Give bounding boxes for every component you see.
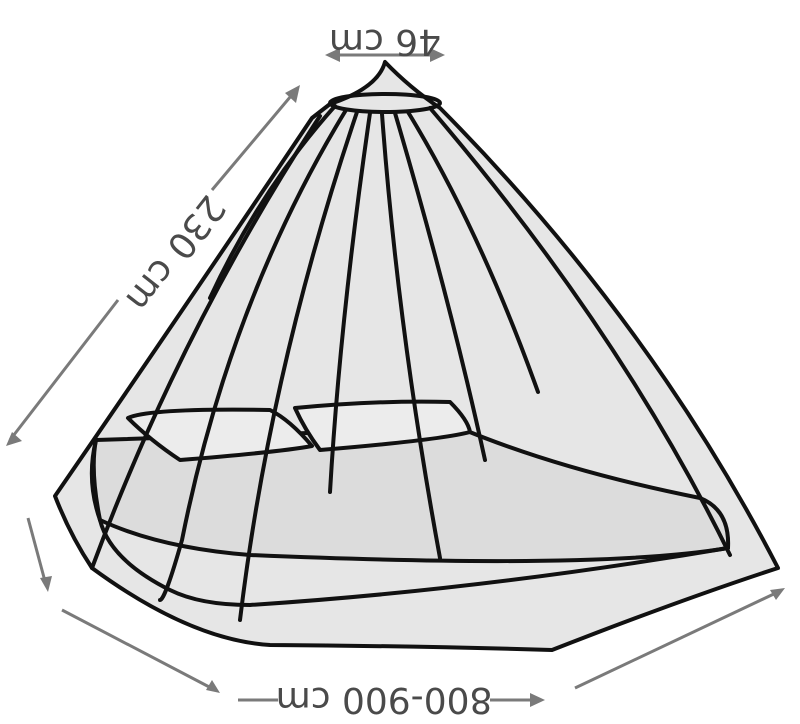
net-rib [393, 111, 487, 462]
arrowhead-right-icon [430, 48, 445, 62]
net-rib [428, 106, 732, 557]
net-rib [380, 112, 442, 560]
net-rib [158, 108, 348, 602]
height-arrow-upper [210, 89, 298, 191]
bed-bottom-edge [98, 518, 730, 607]
circumference-arrow-right [574, 590, 779, 690]
net-rib [90, 114, 322, 570]
circumference-label: 800-900 cm [276, 679, 493, 720]
arrowhead-down-icon [6, 432, 22, 446]
net-rib [208, 104, 337, 300]
circumference-arrow-bottom-left [61, 608, 216, 692]
net-rib [238, 110, 359, 622]
arrowhead-up-icon [285, 85, 300, 103]
height-arrow-lower [8, 299, 120, 441]
circumference-arrow-left [26, 517, 48, 586]
bed-side-edge [91, 438, 102, 522]
top-diameter-label: 46 cm [329, 21, 441, 62]
pillow-right [293, 399, 472, 452]
arrowhead-bottom-left-icon [206, 680, 220, 693]
top-ring [328, 92, 442, 114]
arrowhead-mid-right-icon [530, 693, 545, 707]
arrowhead-left-icon [325, 48, 340, 62]
net-rib [406, 110, 540, 394]
arrowhead-up-right-icon [770, 588, 785, 600]
bed-mattress [89, 426, 731, 564]
net-rib [328, 111, 372, 494]
arrowhead-down-left-icon [40, 576, 52, 592]
